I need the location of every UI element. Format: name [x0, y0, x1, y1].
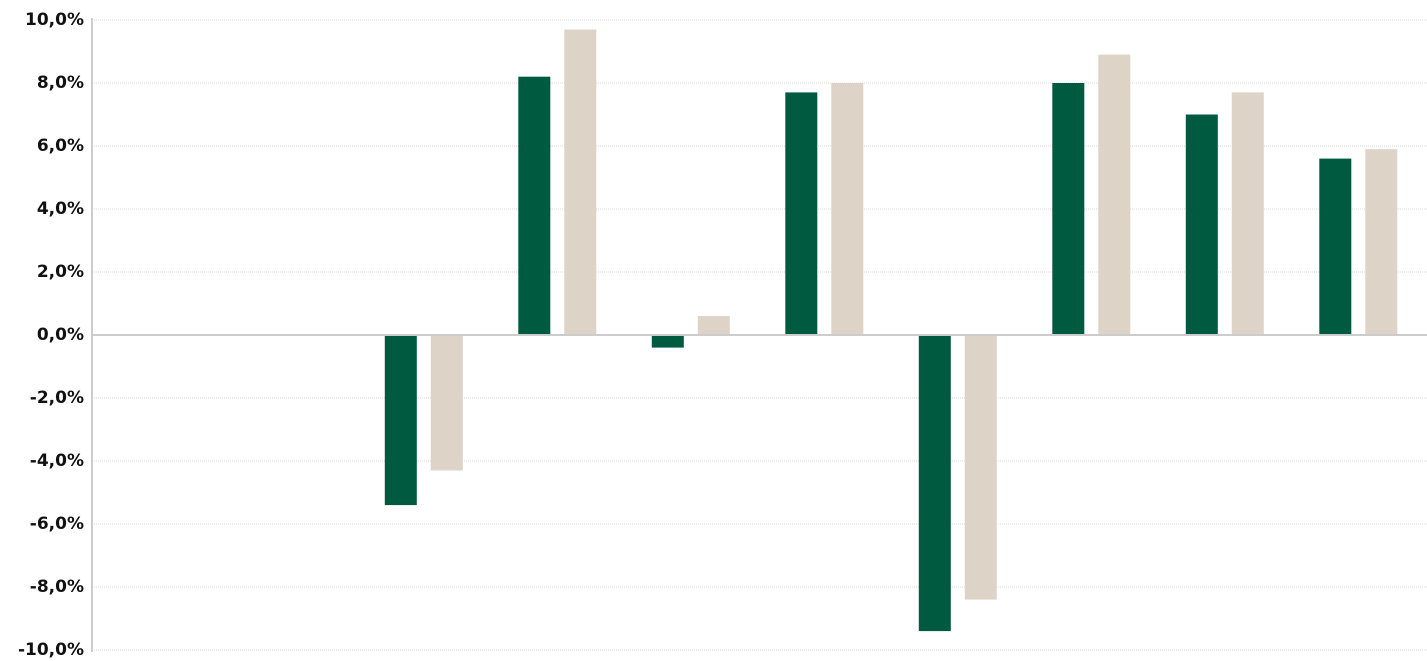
- bar-series-2: [1365, 149, 1398, 335]
- bar-series-1: [785, 92, 818, 336]
- bar-series-1: [1185, 114, 1218, 335]
- bar-series-1: [384, 335, 417, 506]
- y-tick-label: 6,0%: [37, 136, 84, 156]
- bar-series-2: [964, 335, 997, 600]
- bar-series-1: [918, 335, 951, 632]
- bar-series-2: [831, 83, 864, 335]
- y-tick-label: 8,0%: [37, 73, 84, 93]
- bar-series-2: [1231, 92, 1264, 336]
- y-tick-label: 10,0%: [25, 10, 84, 30]
- bar-series-2: [1098, 54, 1131, 335]
- bar-series-2: [697, 316, 730, 335]
- y-tick-label: -8,0%: [30, 577, 84, 597]
- bar-series-2: [430, 335, 463, 471]
- y-tick-label: -4,0%: [30, 451, 84, 471]
- y-axis-tick-labels: 10,0% 8,0% 6,0% 4,0% 2,0% 0,0% -2,0% -4,0% -6,0%…: [18, 10, 84, 660]
- axes: [91, 18, 1427, 652]
- y-tick-label: 0,0%: [37, 325, 84, 345]
- bar-series-1: [518, 76, 551, 335]
- y-tick-label: 2,0%: [37, 262, 84, 282]
- bar-series-2: [564, 29, 597, 335]
- bar-series-1: [651, 335, 684, 348]
- y-tick-label: -10,0%: [18, 640, 84, 660]
- y-tick-label: -6,0%: [30, 514, 84, 534]
- y-tick-label: 4,0%: [37, 199, 84, 219]
- bar-series-1: [1052, 83, 1085, 335]
- y-tick-label: -2,0%: [30, 388, 84, 408]
- bars: [384, 29, 1398, 632]
- bar-series-1: [1319, 158, 1352, 335]
